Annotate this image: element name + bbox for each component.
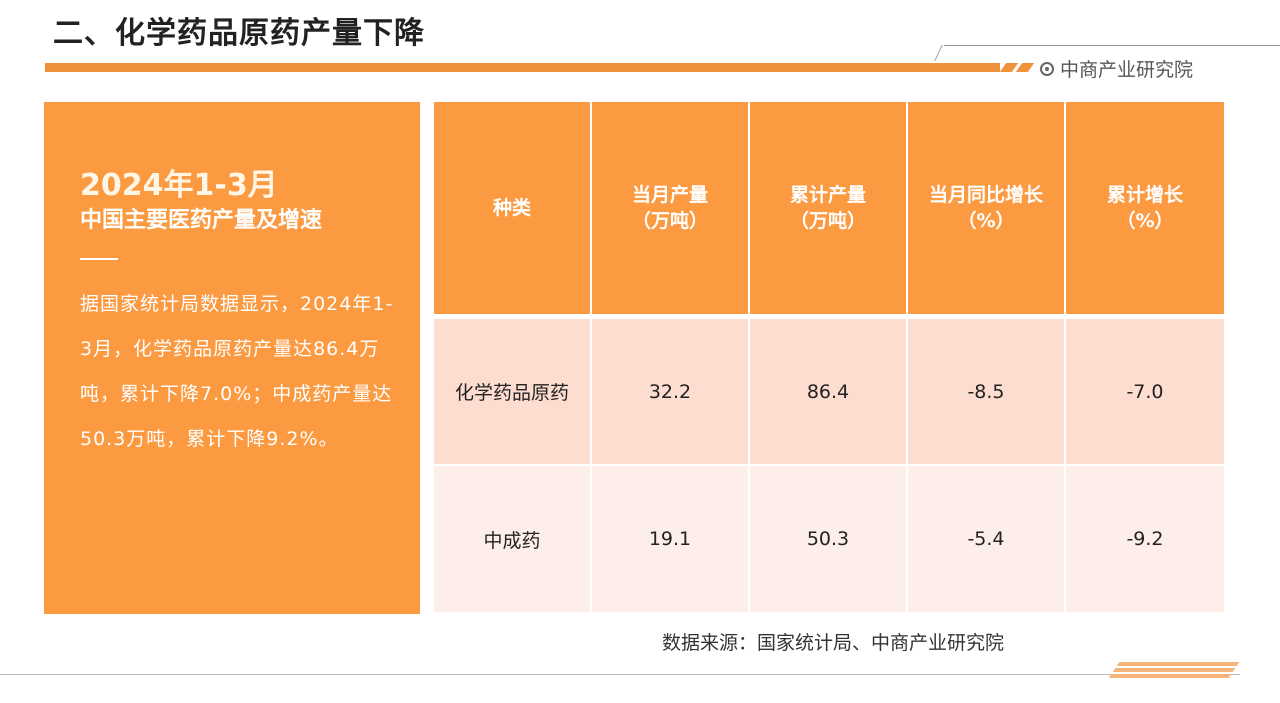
header-unit: （万吨）	[631, 210, 708, 232]
data-source-note: 数据来源：国家统计局、中商产业研究院	[662, 632, 1005, 654]
table-cell: -9.2	[1066, 466, 1224, 612]
summary-divider	[80, 258, 118, 260]
production-table: 种类 当月产量 （万吨） 累计产量 （万吨） 当月同比增长 （%） 累计增长 （…	[434, 102, 1224, 612]
table-cell: 86.4	[750, 319, 908, 464]
brand-name: 中商产业研究院	[1060, 59, 1194, 81]
table-cell-category: 中成药	[434, 466, 592, 612]
table-header-cell: 当月产量 （万吨）	[592, 102, 750, 314]
footer-line	[0, 674, 1240, 675]
footer-stripe-decoration	[1108, 662, 1243, 680]
page-title: 二、化学药品原药产量下降	[53, 16, 425, 51]
summary-subtitle: 中国主要医药产量及增速	[80, 208, 323, 233]
header-unit: （%）	[957, 210, 1015, 232]
table-cell: 50.3	[750, 466, 908, 612]
summary-text: 据国家统计局数据显示，2024年1-3月，化学药品原药产量达86.4万吨，累计下…	[80, 293, 394, 450]
header-line: 种类	[492, 197, 531, 219]
table-cell-category: 化学药品原药	[434, 319, 592, 464]
header-thin-line	[944, 45, 1280, 46]
brand-logo: 中商产业研究院	[1040, 55, 1193, 82]
header-unit: （%）	[1116, 210, 1174, 232]
table-cell: 19.1	[592, 466, 750, 612]
summary-period: 2024年1-3月	[80, 168, 278, 203]
brand-circle-icon	[1040, 61, 1054, 76]
header-thin-diagonal	[934, 45, 943, 61]
table-header-cell: 当月同比增长 （%）	[908, 102, 1066, 314]
table-header-cell: 累计产量 （万吨）	[750, 102, 908, 314]
summary-panel: 2024年1-3月 中国主要医药产量及增速 据国家统计局数据显示，2024年1-…	[44, 102, 420, 614]
header-unit: （万吨）	[789, 210, 866, 232]
table-row: 化学药品原药 32.2 86.4 -8.5 -7.0	[434, 319, 1224, 464]
header-accent-bar	[45, 63, 1000, 72]
table-header-row: 种类 当月产量 （万吨） 累计产量 （万吨） 当月同比增长 （%） 累计增长 （…	[434, 102, 1224, 314]
table-cell: -5.4	[908, 466, 1066, 612]
header-line: 累计产量	[789, 184, 866, 206]
table-cell: 32.2	[592, 319, 750, 464]
table-row: 中成药 19.1 50.3 -5.4 -9.2	[434, 466, 1224, 612]
header-line: 当月同比增长	[928, 184, 1043, 206]
table-header-cell: 种类	[434, 102, 592, 314]
header-line: 当月产量	[631, 184, 708, 206]
table-header-cell: 累计增长 （%）	[1066, 102, 1224, 314]
table-cell: -8.5	[908, 319, 1066, 464]
header-slash-decoration	[1015, 63, 1035, 72]
table-cell: -7.0	[1066, 319, 1224, 464]
header-line: 累计增长	[1106, 184, 1183, 206]
